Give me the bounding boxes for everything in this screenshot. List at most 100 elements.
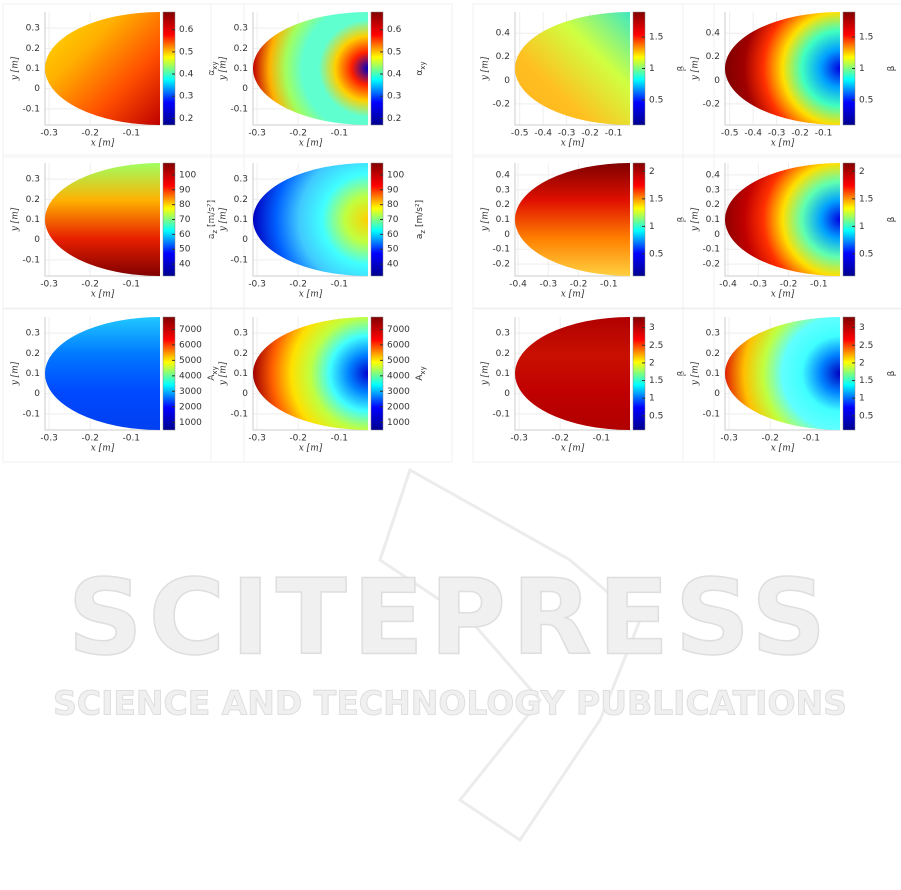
y-tick-label: 0.2 [234, 44, 248, 54]
colorbar-label: β [887, 370, 897, 376]
colorbar [842, 162, 856, 277]
y-axis-label: y [m] [11, 207, 21, 232]
x-axis-label: x [m] [299, 290, 323, 300]
colorbar-tick-label: 6000 [179, 340, 202, 350]
colorbar-tick-label: 3000 [179, 387, 202, 397]
label-base: β [677, 370, 687, 376]
subplot: -0.3 -0.2 -0.1 -0.1 0 0.1 0.2 0.3 x [m] y [m] 0.2 0… [210, 3, 453, 158]
colorbar [632, 316, 646, 431]
field [514, 317, 630, 430]
colorbar-tick-label: 1.5 [649, 376, 663, 386]
label-suffix: [m/s²] [415, 200, 425, 230]
x-tick-label: -0.2 [570, 280, 588, 290]
axis-line [252, 163, 368, 277]
y-tick-label: -0.1 [22, 409, 40, 419]
colorbar-tick-label: 3000 [387, 387, 410, 397]
colorbar-tick-label: 1.5 [859, 33, 873, 43]
x-tick-label: -0.1 [600, 280, 618, 290]
y-axis-label: y [m] [691, 361, 701, 386]
colorbar-label: β [887, 65, 897, 71]
x-tick-label: -0.3 [40, 280, 58, 290]
y-tick-label: 0.3 [26, 329, 40, 339]
y-tick-label: 0.2 [26, 44, 40, 54]
y-tick-label: 0.3 [496, 329, 510, 339]
colorbar-tick-label: 1000 [179, 418, 202, 428]
colorbar-tick-label: 1.5 [649, 194, 663, 204]
colorbar-label: β [677, 65, 687, 71]
colorbar-tick-label: 60 [387, 230, 399, 240]
y-tick-label: 0.1 [234, 369, 248, 379]
x-tick-label: -0.3 [248, 280, 266, 290]
colorbar-tick-label: 0.2 [179, 114, 193, 124]
y-tick-label: 0 [242, 84, 248, 94]
axis-line [44, 163, 160, 277]
label-base: β [677, 216, 687, 222]
x-tick-label: -0.4 [744, 129, 762, 139]
y-axis-label: y [m] [219, 207, 229, 232]
y-tick-label: -0.1 [702, 409, 720, 419]
colorbar-tick-label: 3 [649, 323, 655, 333]
y-tick-label: 0.1 [234, 215, 248, 225]
y-tick-label: 0.1 [26, 64, 40, 74]
y-tick-label: -0.1 [492, 409, 510, 419]
y-tick-label: 0.2 [706, 200, 720, 210]
axis-line [252, 317, 368, 431]
watermark-title: SCITEPRESS [68, 556, 832, 678]
y-tick-label: 0.2 [234, 195, 248, 205]
y-tick-label: -0.2 [702, 260, 720, 270]
watermark-logo [378, 467, 642, 843]
colorbar-label: Axy [207, 366, 220, 380]
subplot: -0.3 -0.2 -0.1 -0.1 0 0.1 0.2 0.3 x [m] y [m] 0.5 1… [682, 308, 901, 463]
x-axis-label: x [m] [299, 444, 323, 454]
colorbar-tick-label: 2000 [387, 402, 410, 412]
x-tick-label: -0.2 [81, 280, 99, 290]
subplot: -0.3 -0.2 -0.1 -0.1 0 0.1 0.2 0.3 x [m] y [m] 1000… [2, 308, 245, 463]
x-tick-label: -0.3 [768, 129, 786, 139]
colorbar-tick-label: 2.5 [649, 341, 663, 351]
y-tick-label: 0.1 [26, 369, 40, 379]
label-sub: z [211, 230, 219, 234]
colorbar-tick-label: 80 [387, 200, 399, 210]
colorbar-label: β [887, 216, 897, 222]
axis-line [44, 12, 160, 126]
colorbar-tick-label: 0.5 [859, 249, 873, 259]
subplot: -0.4 -0.3 -0.2 -0.1 -0.2 -0.1 0 0.1 0.2 0.3 0.4 x [… [682, 154, 901, 309]
y-axis-label: y [m] [219, 361, 229, 386]
y-tick-label: 0.3 [706, 185, 720, 195]
x-tick-label: -0.4 [719, 280, 737, 290]
watermark-subtitle: SCIENCE AND TECHNOLOGY PUBLICATIONS [53, 684, 847, 723]
x-axis-label: x [m] [299, 139, 323, 149]
colorbar-tick-label: 2 [859, 358, 865, 368]
x-tick-label: -0.2 [289, 434, 307, 444]
label-sub: xy [211, 61, 219, 69]
field [724, 317, 840, 430]
colorbar-tick-label: 80 [179, 200, 191, 210]
colorbar-tick-label: 2 [649, 358, 655, 368]
y-tick-label: -0.1 [492, 245, 510, 255]
x-tick-label: -0.1 [802, 434, 820, 444]
y-tick-label: 0.1 [496, 369, 510, 379]
x-tick-label: -0.1 [592, 434, 610, 444]
axis-line [514, 163, 630, 277]
x-tick-label: -0.1 [330, 434, 348, 444]
y-axis-label: y [m] [219, 56, 229, 81]
axis-line [724, 163, 840, 277]
x-tick-label: -0.3 [510, 434, 528, 444]
x-tick-label: -0.1 [330, 280, 348, 290]
subplot: -0.3 -0.2 -0.1 -0.1 0 0.1 0.2 0.3 x [m] y [m] 40 50… [210, 154, 453, 309]
colorbar-label: az [m/s²] [415, 200, 428, 239]
y-tick-label: 0.2 [496, 349, 510, 359]
colorbar-tick-label: 0.5 [179, 47, 193, 57]
colorbar-tick-label: 1 [649, 222, 655, 232]
x-tick-label: -0.3 [248, 434, 266, 444]
colorbar-tick-label: 40 [179, 260, 191, 270]
colorbar-label: az [m/s²] [207, 200, 220, 239]
x-tick-label: -0.2 [791, 129, 809, 139]
x-axis-label: x [m] [561, 290, 585, 300]
field [44, 12, 161, 125]
colorbar-tick-label: 0.5 [859, 411, 873, 421]
axis-line [44, 317, 160, 431]
colorbar-tick-label: 0.5 [649, 95, 663, 105]
colorbar-tick-label: 5000 [387, 356, 410, 366]
